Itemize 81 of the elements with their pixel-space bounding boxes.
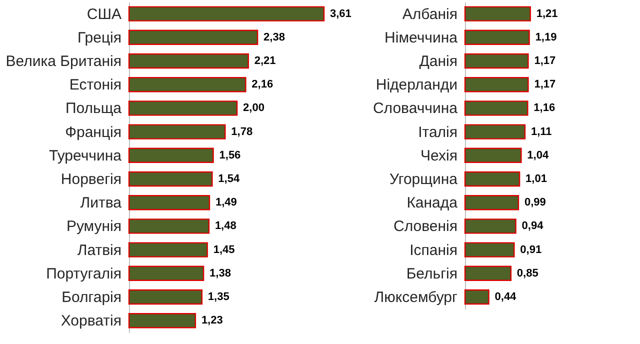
data-label: 1,17 <box>534 78 556 91</box>
data-label: 0,85 <box>516 267 538 280</box>
y-tick-label: Італія <box>418 124 458 141</box>
y-tick-label: Німеччина <box>384 29 458 46</box>
data-label: 0,91 <box>520 244 542 256</box>
data-label: 1,56 <box>219 149 241 162</box>
y-tick-label: США <box>86 6 122 23</box>
y-tick-label: Греція <box>77 29 122 46</box>
bar <box>464 124 526 140</box>
bar <box>128 266 204 281</box>
data-label: 1,78 <box>231 126 253 138</box>
bar <box>464 100 528 116</box>
bar <box>128 30 258 45</box>
data-label: 1,48 <box>214 220 236 232</box>
bar <box>464 242 515 258</box>
data-label: 1,17 <box>534 55 556 67</box>
bar <box>464 30 530 45</box>
y-tick-label: Данія <box>419 53 458 70</box>
y-tick-label: Хорватія <box>60 312 122 330</box>
data-label: 1,35 <box>208 291 230 303</box>
y-tick-label: Латвія <box>77 242 122 259</box>
y-tick-label: Болгарія <box>62 289 122 306</box>
data-label: 2,16 <box>252 78 274 91</box>
y-tick-label: Бельгія <box>406 265 458 282</box>
y-tick-label: Норвегія <box>60 171 122 188</box>
data-label: 2,21 <box>254 55 276 67</box>
bar <box>128 218 210 234</box>
bar <box>128 195 210 210</box>
data-label: 1,38 <box>210 267 231 280</box>
bar <box>128 53 249 69</box>
data-label: 2,38 <box>264 31 285 44</box>
data-label: 0,99 <box>524 196 546 209</box>
y-tick-label: Франція <box>65 124 122 141</box>
bar <box>128 148 214 163</box>
y-tick-label: Нідерланди <box>376 76 458 94</box>
bar <box>128 124 226 140</box>
bar <box>128 77 246 92</box>
y-tick-label: Канада <box>406 194 458 212</box>
y-tick-label: Румунія <box>66 218 122 236</box>
bar <box>128 242 208 258</box>
data-label: 1,21 <box>536 8 558 20</box>
bar <box>128 313 196 328</box>
bar <box>464 266 512 281</box>
y-tick-label: Іспанія <box>410 242 458 259</box>
y-tick-label: Словенія <box>394 218 458 236</box>
y-tick-label: Словаччина <box>372 100 458 118</box>
data-label: 1,54 <box>218 173 240 185</box>
data-label: 1,45 <box>213 244 235 256</box>
bar <box>464 6 531 22</box>
data-label: 0,44 <box>494 291 518 303</box>
y-tick-label: Чехія <box>420 147 458 164</box>
data-label: 2,00 <box>243 102 264 114</box>
y-tick-label: Португалія <box>46 265 122 282</box>
data-label: 1,11 <box>530 126 552 138</box>
data-label: 1,19 <box>535 31 557 44</box>
y-tick-label: Польща <box>65 100 122 118</box>
data-label: 1,04 <box>527 149 550 162</box>
bar <box>464 53 529 69</box>
bar <box>464 218 516 234</box>
data-label: 0,94 <box>522 220 544 232</box>
bar <box>128 100 238 116</box>
y-tick-label: Люксембург <box>374 289 458 306</box>
data-label: 1,01 <box>526 173 547 185</box>
bar <box>464 289 490 305</box>
data-label: 1,16 <box>534 102 556 114</box>
bar <box>128 6 325 22</box>
data-label: 1,23 <box>201 314 223 327</box>
y-tick-label: Литва <box>80 194 122 212</box>
y-tick-label: Туреччина <box>49 147 122 164</box>
bar <box>464 171 520 187</box>
data-label: 1,49 <box>215 196 237 209</box>
y-tick-label: Албанія <box>402 6 458 23</box>
bar <box>464 148 522 163</box>
data-label: 3,61 <box>330 8 352 20</box>
bar <box>464 195 520 210</box>
bar <box>464 77 529 92</box>
y-tick-label: Велика Британія <box>6 53 122 70</box>
bar <box>128 171 213 187</box>
y-tick-label: Естонія <box>69 76 122 94</box>
y-tick-label: Угорщина <box>389 171 458 188</box>
bar <box>128 289 203 305</box>
